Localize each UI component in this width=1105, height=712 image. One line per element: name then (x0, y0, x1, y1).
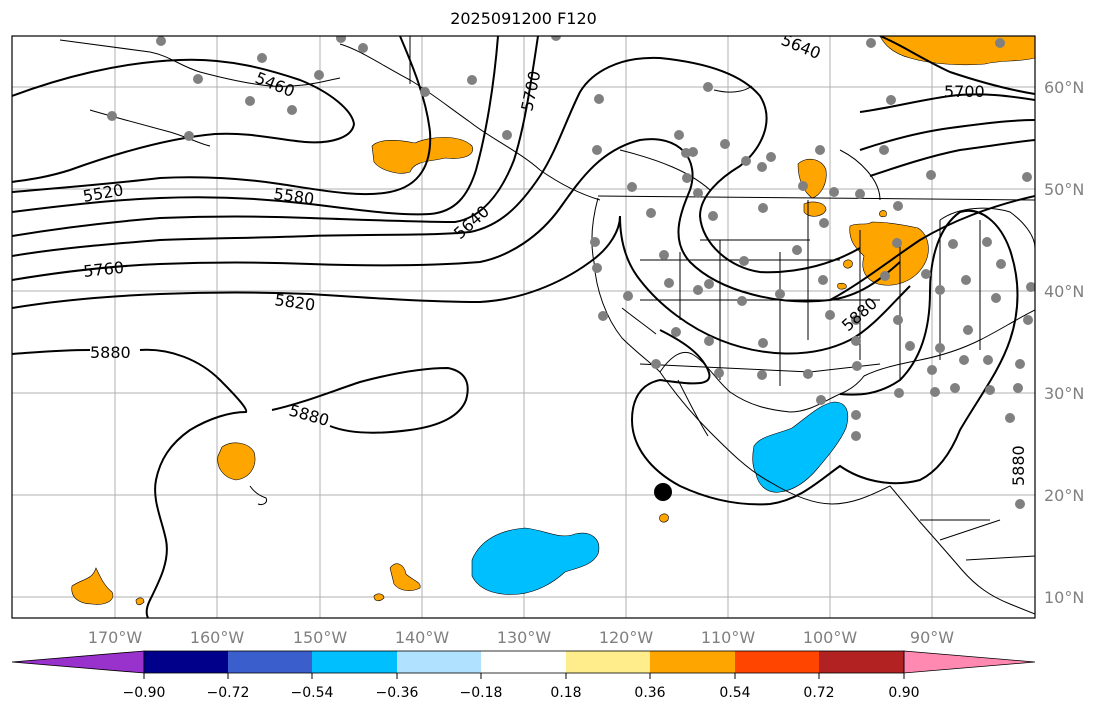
lon-label: 160°W (190, 628, 245, 647)
colorbar-tick-label: 0.36 (634, 685, 665, 701)
colorbar-segment (397, 651, 481, 673)
lon-label: 130°W (497, 628, 552, 647)
colorbar-tick-label: 0.18 (550, 685, 581, 701)
lon-label: 110°W (701, 628, 756, 647)
lon-label: 150°W (293, 628, 348, 647)
map-frame (11, 35, 1036, 619)
storm-center-marker (654, 483, 672, 501)
lat-label: 10°N (1044, 588, 1084, 607)
coastlines-borders (59, 36, 1035, 615)
lat-label: 20°N (1044, 486, 1084, 505)
positive-anomaly-shading (71, 36, 1035, 606)
longitude-labels: 170°W 160°W 150°W 140°W 130°W 120°W 110°… (88, 628, 954, 647)
colorbar-tick-label: −0.36 (376, 685, 419, 701)
contour-label: 5700 (944, 82, 985, 101)
colorbar-segment (735, 651, 819, 673)
colorbar-tick-label: 0.54 (719, 685, 750, 701)
contour-label: 5880 (90, 343, 131, 362)
lon-label: 140°W (395, 628, 450, 647)
colorbar-tick-label: 0.72 (803, 685, 834, 701)
lat-label: 50°N (1044, 180, 1084, 199)
lon-label: 100°W (803, 628, 858, 647)
colorbar-tick-label: −0.72 (207, 685, 250, 701)
colorbar-min-extend (11, 650, 145, 674)
colorbar-max-extend (903, 650, 1036, 674)
lon-label: 90°W (910, 628, 954, 647)
colorbar-tick-label: 0.90 (888, 685, 919, 701)
graticule (12, 36, 1035, 618)
height-contours (12, 36, 1035, 618)
colorbar-tick-label: −0.54 (291, 685, 334, 701)
colorbar-segment (819, 651, 904, 673)
colorbar-segment (481, 651, 566, 673)
contour-label: 5640 (450, 202, 493, 243)
contour-label: 5700 (517, 69, 544, 113)
colorbar: −0.90 −0.72 −0.54 −0.36 −0.18 0.18 0.36 … (11, 650, 1036, 701)
contour-label: 5520 (81, 180, 124, 206)
lat-label: 30°N (1044, 384, 1084, 403)
colorbar-tick-label: −0.18 (460, 685, 503, 701)
contour-label: 5760 (82, 258, 124, 281)
contour-label: 5640 (779, 30, 824, 63)
map-title: 2025091200 F120 (450, 9, 597, 28)
contour-label: 5880 (287, 401, 331, 430)
lon-label: 120°W (599, 628, 654, 647)
latitude-labels: 60°N 50°N 40°N 30°N 20°N 10°N (1044, 78, 1084, 607)
colorbar-segment (312, 651, 397, 673)
lon-label: 170°W (88, 628, 143, 647)
colorbar-segment (566, 651, 650, 673)
contour-label: 5880 (1009, 445, 1028, 486)
station-markers (107, 36, 1035, 509)
colorbar-tick-label: −0.90 (123, 685, 166, 701)
lat-label: 60°N (1044, 78, 1084, 97)
colorbar-segment (228, 651, 312, 673)
colorbar-segment (144, 651, 228, 673)
lat-label: 40°N (1044, 282, 1084, 301)
negative-anomaly-shading (471, 401, 849, 595)
colorbar-outline (143, 650, 905, 674)
colorbar-segment (650, 651, 735, 673)
